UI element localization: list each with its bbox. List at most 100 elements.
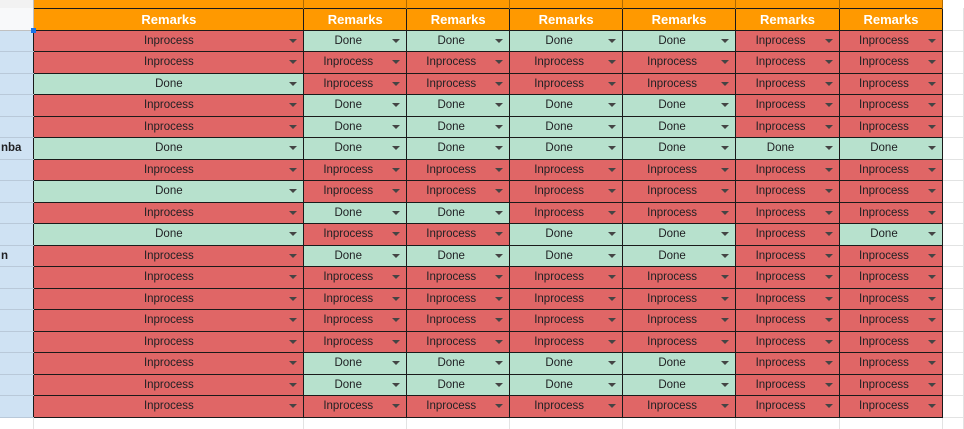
status-dropdown[interactable]: Inprocess [839, 94, 943, 117]
column-header-remarks[interactable]: Remarks [622, 7, 737, 31]
empty-cell[interactable] [0, 416, 35, 429]
chevron-down-icon[interactable] [927, 210, 936, 215]
status-dropdown[interactable]: Done [839, 223, 943, 246]
chevron-down-icon[interactable] [392, 275, 401, 280]
status-dropdown[interactable]: Done [33, 223, 305, 246]
status-dropdown[interactable]: Done [622, 29, 737, 52]
chevron-down-icon[interactable] [392, 81, 401, 86]
status-dropdown[interactable]: Inprocess [33, 115, 305, 138]
status-dropdown[interactable]: Inprocess [303, 266, 408, 289]
chevron-down-icon[interactable] [927, 339, 936, 344]
chevron-down-icon[interactable] [927, 275, 936, 280]
chevron-down-icon[interactable] [927, 361, 936, 366]
chevron-down-icon[interactable] [495, 253, 504, 258]
column-header-remarks[interactable]: Remarks [303, 7, 408, 31]
chevron-down-icon[interactable] [495, 296, 504, 301]
chevron-down-icon[interactable] [721, 339, 730, 344]
empty-cell[interactable] [942, 331, 964, 353]
status-dropdown[interactable]: Inprocess [303, 72, 408, 95]
chevron-down-icon[interactable] [825, 81, 833, 86]
chevron-down-icon[interactable] [289, 124, 298, 129]
chevron-down-icon[interactable] [608, 232, 617, 237]
name-cell[interactable]: n [0, 245, 35, 267]
chevron-down-icon[interactable] [608, 275, 617, 280]
name-cell[interactable] [0, 180, 35, 203]
chevron-down-icon[interactable] [495, 60, 504, 65]
chevron-down-icon[interactable] [289, 275, 298, 280]
chevron-down-icon[interactable] [927, 189, 936, 194]
selection-fill-handle[interactable] [31, 28, 36, 33]
chevron-down-icon[interactable] [495, 361, 504, 366]
status-dropdown[interactable]: Inprocess [33, 373, 305, 396]
chevron-down-icon[interactable] [289, 210, 298, 215]
status-dropdown[interactable]: Done [509, 223, 624, 246]
status-dropdown[interactable]: Inprocess [622, 266, 737, 289]
status-dropdown[interactable]: Inprocess [735, 352, 840, 375]
chevron-down-icon[interactable] [495, 167, 504, 172]
chevron-down-icon[interactable] [608, 38, 617, 43]
empty-cell[interactable] [942, 137, 964, 160]
name-cell[interactable] [0, 266, 35, 289]
chevron-down-icon[interactable] [608, 60, 617, 65]
status-dropdown[interactable]: Inprocess [622, 158, 737, 181]
empty-cell[interactable] [839, 416, 943, 429]
chevron-down-icon[interactable] [721, 167, 730, 172]
chevron-down-icon[interactable] [289, 404, 298, 409]
status-dropdown[interactable]: Inprocess [303, 51, 408, 74]
status-dropdown[interactable]: Inprocess [406, 72, 511, 95]
status-dropdown[interactable]: Inprocess [839, 330, 943, 353]
name-cell[interactable] [0, 352, 35, 375]
status-dropdown[interactable]: Inprocess [509, 158, 624, 181]
chevron-down-icon[interactable] [825, 167, 833, 172]
chevron-down-icon[interactable] [721, 253, 730, 258]
empty-cell[interactable] [942, 245, 964, 267]
name-cell[interactable] [0, 374, 35, 396]
chevron-down-icon[interactable] [289, 189, 298, 194]
chevron-down-icon[interactable] [825, 232, 833, 237]
status-dropdown[interactable]: Inprocess [303, 180, 408, 203]
status-dropdown[interactable]: Inprocess [839, 309, 943, 332]
chevron-down-icon[interactable] [289, 253, 298, 258]
empty-cell[interactable] [942, 223, 964, 246]
status-dropdown[interactable]: Inprocess [622, 395, 737, 418]
chevron-down-icon[interactable] [721, 124, 730, 129]
status-dropdown[interactable]: Inprocess [33, 287, 305, 310]
chevron-down-icon[interactable] [825, 146, 833, 151]
chevron-down-icon[interactable] [495, 382, 504, 387]
status-dropdown[interactable]: Done [406, 201, 511, 224]
name-cell[interactable] [0, 30, 35, 52]
chevron-down-icon[interactable] [825, 210, 833, 215]
name-cell[interactable] [0, 331, 35, 353]
empty-cell[interactable] [622, 416, 737, 429]
status-dropdown[interactable]: Inprocess [406, 266, 511, 289]
chevron-down-icon[interactable] [608, 103, 617, 108]
chevron-down-icon[interactable] [721, 361, 730, 366]
chevron-down-icon[interactable] [825, 339, 833, 344]
status-dropdown[interactable]: Inprocess [33, 29, 305, 52]
chevron-down-icon[interactable] [392, 146, 401, 151]
chevron-down-icon[interactable] [927, 103, 936, 108]
chevron-down-icon[interactable] [927, 296, 936, 301]
name-cell[interactable]: nba [0, 137, 35, 160]
name-cell[interactable] [0, 73, 35, 95]
status-dropdown[interactable]: Inprocess [33, 201, 305, 224]
status-dropdown[interactable]: Inprocess [622, 330, 737, 353]
chevron-down-icon[interactable] [825, 103, 833, 108]
status-dropdown[interactable]: Inprocess [509, 266, 624, 289]
status-dropdown[interactable]: Inprocess [839, 51, 943, 74]
chevron-down-icon[interactable] [289, 167, 298, 172]
status-dropdown[interactable]: Done [33, 137, 305, 160]
chevron-down-icon[interactable] [608, 210, 617, 215]
status-dropdown[interactable]: Done [509, 244, 624, 267]
status-dropdown[interactable]: Inprocess [509, 180, 624, 203]
chevron-down-icon[interactable] [392, 253, 401, 258]
chevron-down-icon[interactable] [721, 404, 730, 409]
chevron-down-icon[interactable] [927, 60, 936, 65]
chevron-down-icon[interactable] [392, 210, 401, 215]
status-dropdown[interactable]: Inprocess [735, 266, 840, 289]
status-dropdown[interactable]: Inprocess [735, 72, 840, 95]
column-header-remarks[interactable]: Remarks [406, 7, 511, 31]
chevron-down-icon[interactable] [392, 382, 401, 387]
chevron-down-icon[interactable] [721, 232, 730, 237]
status-dropdown[interactable]: Inprocess [839, 287, 943, 310]
